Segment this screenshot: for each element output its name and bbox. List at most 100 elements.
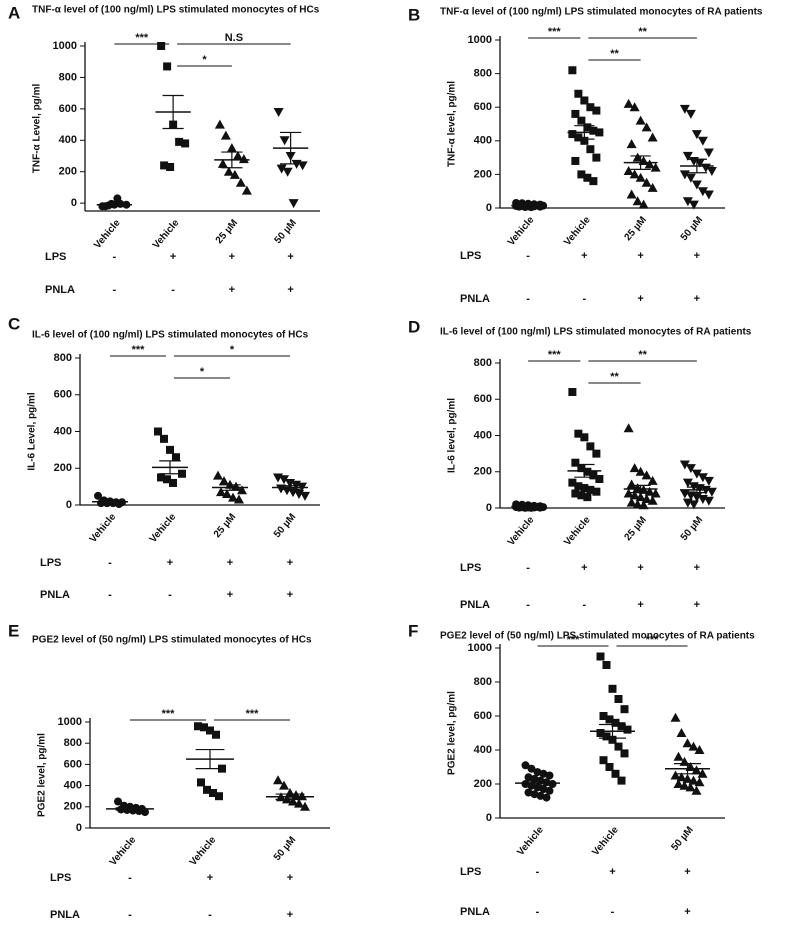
x-tick-label: 50 µM [679,515,705,544]
point [241,185,252,195]
error-bar [630,155,651,170]
panel-letter: C [8,314,20,333]
significance-label: *** [567,634,581,646]
chart-title: IL-6 level of (100 ng/ml) LPS stimulated… [440,327,752,338]
x-tick-label: Vehicle [590,824,621,858]
x-tick-label: Vehicle [151,217,182,251]
point [577,170,586,179]
point [673,751,684,761]
point [623,488,634,498]
panel-letter: D [408,317,420,336]
point [635,466,646,476]
point [641,122,652,132]
point [521,761,530,770]
point [626,139,637,149]
point [608,684,617,693]
point [682,773,693,783]
condition-name: LPS [460,250,481,262]
significance-label: *** [246,708,260,720]
panel-letter: E [8,621,19,640]
point [288,199,299,209]
point [592,449,601,458]
error-bar [574,125,595,140]
point [688,200,699,210]
point [580,96,589,105]
point [300,801,310,811]
point [592,106,601,115]
significance-label: N.S [225,32,243,44]
x-tick-label: 50 µM [272,835,298,864]
point [629,463,640,473]
condition-value: + [287,557,293,569]
point [691,765,702,775]
condition-value: + [167,557,173,569]
point [285,788,295,798]
condition-value: - [108,557,112,569]
point [682,738,693,748]
x-tick-label: 50 µM [273,218,299,247]
point [703,190,714,200]
condition-value: + [684,866,690,878]
point [670,770,681,780]
point [694,777,705,787]
condition-value: + [287,251,293,263]
point [232,151,243,160]
condition-value: - [128,872,132,884]
x-tick-label: 25 µM [623,215,649,244]
point [650,488,661,498]
point [536,791,545,800]
point [697,187,708,197]
condition-value: - [536,866,540,878]
point [592,487,601,496]
x-tick-label: 25 µM [214,218,240,247]
point [226,143,237,153]
condition-name: LPS [460,562,481,574]
point [574,429,583,438]
point [679,460,690,470]
point [614,742,623,751]
condition-value: - [113,284,117,296]
panel-letter: A [8,3,20,22]
panel-letter: F [408,621,418,640]
significance-label: *** [548,26,562,38]
error-bar [279,485,301,490]
condition-value: - [536,906,540,918]
point [212,730,220,739]
x-tick-label: Vehicle [188,834,219,868]
point [215,792,223,801]
point [641,493,652,503]
y-tick-label: 400 [474,744,492,756]
point [589,471,598,480]
significance-label: ** [610,371,619,383]
point [635,492,646,502]
condition-name: PNLA [40,589,70,601]
significance-label: ** [610,48,619,60]
condition-name: LPS [40,557,61,569]
y-tick-label: 200 [474,168,492,180]
point [539,769,548,778]
point [154,427,162,436]
point [163,62,172,71]
condition-value: + [637,562,643,574]
condition-value: - [583,293,587,305]
point [691,469,702,479]
point [685,782,696,792]
condition-value: + [207,872,213,884]
x-tick-label: 25 µM [212,512,238,541]
chart-title: IL-6 level of (100 ng/ml) LPS stimulated… [32,330,309,341]
error-bar [275,793,305,800]
condition-value: + [581,250,587,262]
point [580,433,589,442]
point [602,732,611,741]
point [530,790,539,799]
point [542,793,551,802]
point [157,42,166,50]
chart-title: TNF-α level of (100 ng/ml) LPS stimulate… [440,7,763,18]
point [169,478,177,487]
y-tick-label: 0 [71,197,77,209]
point [577,491,586,500]
y-tick-label: 200 [474,466,492,478]
point [620,749,629,758]
point [623,725,632,734]
point [223,166,234,176]
